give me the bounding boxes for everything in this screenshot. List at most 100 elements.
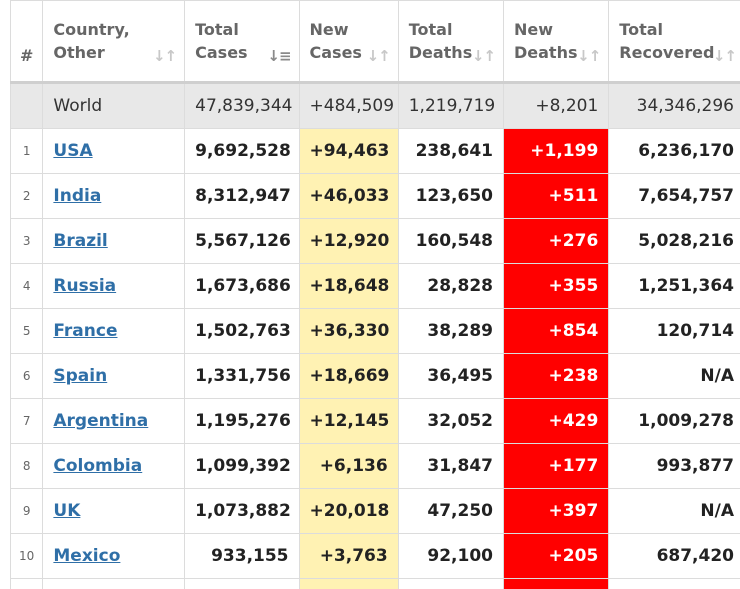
total-deaths-cell: 47,250 [398,489,503,534]
country-cell: Colombia [43,444,185,489]
table-row: 5 France 1,502,763 +36,330 38,289 +854 1… [11,309,740,354]
total-recovered-header-label-line1: Total [619,20,663,39]
country-cell: Russia [43,264,185,309]
column-header-new-cases[interactable]: New Cases ↓↑ [299,1,398,83]
country-link[interactable]: Colombia [53,456,142,476]
index-header-label: # [20,46,33,65]
partial-cell [43,579,185,589]
total-cases-cell: 1,073,882 [185,489,299,534]
new-deaths-cell: +511 [504,174,609,219]
country-cell: Mexico [43,534,185,579]
row-index-cell: 2 [11,174,43,219]
column-header-index: # [11,1,43,83]
country-link[interactable]: Spain [53,366,107,386]
column-header-total-cases[interactable]: Total Cases ↓≡ [185,1,299,83]
table-row: 8 Colombia 1,099,392 +6,136 31,847 +177 … [11,444,740,489]
table-row: 6 Spain 1,331,756 +18,669 36,495 +238 N/… [11,354,740,399]
country-link[interactable]: India [53,186,101,206]
row-index-cell: 10 [11,534,43,579]
country-link[interactable]: Mexico [53,546,120,566]
country-link[interactable]: Russia [53,276,116,296]
new-deaths-cell: +355 [504,264,609,309]
row-index-cell: 5 [11,309,43,354]
total-deaths-cell: 28,828 [398,264,503,309]
world-new-deaths-cell: +8,201 [504,83,609,129]
row-index-cell: 3 [11,219,43,264]
new-cases-cell: +18,648 [299,264,398,309]
new-cases-cell: +12,145 [299,399,398,444]
table-row: 10 Mexico 933,155 +3,763 92,100 +205 687… [11,534,740,579]
country-header-label-line1: Country, [53,20,129,39]
total-deaths-cell: 123,650 [398,174,503,219]
new-cases-header-label-line2: Cases [310,43,362,62]
new-deaths-cell: +429 [504,399,609,444]
sort-arrows-icon[interactable]: ↓↑ [367,45,390,68]
total-cases-header-label-line2: Cases [195,43,247,62]
country-cell: USA [43,129,185,174]
covid-stats-table: # Country, Other ↓↑ Total Cases ↓≡ New C… [10,0,740,589]
column-header-new-deaths[interactable]: New Deaths ↓↑ [504,1,609,83]
row-index-cell: 1 [11,129,43,174]
total-cases-cell: 5,567,126 [185,219,299,264]
new-cases-cell: +3,763 [299,534,398,579]
new-deaths-cell: +205 [504,534,609,579]
total-recovered-cell: 5,028,216 [609,219,740,264]
total-cases-cell: 8,312,947 [185,174,299,219]
world-total-deaths-cell: 1,219,719 [398,83,503,129]
total-recovered-cell: 1,251,364 [609,264,740,309]
total-cases-cell: 1,195,276 [185,399,299,444]
partial-cell [504,579,609,589]
total-deaths-cell: 32,052 [398,399,503,444]
total-deaths-cell: 31,847 [398,444,503,489]
country-cell: France [43,309,185,354]
total-recovered-cell: N/A [609,354,740,399]
world-index-cell [11,83,43,129]
column-header-country[interactable]: Country, Other ↓↑ [43,1,185,83]
table-row: 7 Argentina 1,195,276 +12,145 32,052 +42… [11,399,740,444]
sort-descending-icon[interactable]: ↓≡ [267,45,290,68]
sort-arrows-icon[interactable]: ↓↑ [472,45,495,68]
new-deaths-cell: +397 [504,489,609,534]
new-deaths-header-label-line1: New [514,20,553,39]
new-cases-cell: +18,669 [299,354,398,399]
total-recovered-cell: 993,877 [609,444,740,489]
total-deaths-cell: 160,548 [398,219,503,264]
world-total-recovered-cell: 34,346,296 [609,83,740,129]
row-index-cell: 4 [11,264,43,309]
total-cases-cell: 1,502,763 [185,309,299,354]
country-cell: India [43,174,185,219]
total-deaths-cell: 92,100 [398,534,503,579]
total-cases-cell: 1,673,686 [185,264,299,309]
header-row: # Country, Other ↓↑ Total Cases ↓≡ New C… [11,1,740,83]
total-cases-cell: 1,331,756 [185,354,299,399]
total-cases-cell: 9,692,528 [185,129,299,174]
total-cases-cell: 1,099,392 [185,444,299,489]
world-new-cases-cell: +484,509 [299,83,398,129]
column-header-total-recovered[interactable]: Total Recovered ↓↑ [609,1,740,83]
sort-arrows-icon[interactable]: ↓↑ [577,45,600,68]
total-deaths-header-label-line1: Total [409,20,453,39]
country-cell: UK [43,489,185,534]
country-link[interactable]: Argentina [53,411,148,431]
country-link[interactable]: France [53,321,117,341]
new-deaths-cell: +276 [504,219,609,264]
column-header-total-deaths[interactable]: Total Deaths ↓↑ [398,1,503,83]
partial-cell [609,579,740,589]
table-row: 1 USA 9,692,528 +94,463 238,641 +1,199 6… [11,129,740,174]
world-country-cell: World [43,83,185,129]
sort-arrows-icon[interactable]: ↓↑ [153,45,176,68]
total-recovered-cell: 6,236,170 [609,129,740,174]
sort-arrows-icon[interactable]: ↓↑ [713,45,736,68]
partial-cell [299,579,398,589]
country-cell: Argentina [43,399,185,444]
new-deaths-cell: +1,199 [504,129,609,174]
total-recovered-cell: 687,420 [609,534,740,579]
total-cases-header-label-line1: Total [195,20,239,39]
table-row: 4 Russia 1,673,686 +18,648 28,828 +355 1… [11,264,740,309]
new-deaths-cell: +177 [504,444,609,489]
country-link[interactable]: Brazil [53,231,107,251]
total-recovered-cell: 120,714 [609,309,740,354]
country-link[interactable]: UK [53,501,80,521]
country-cell: Spain [43,354,185,399]
country-link[interactable]: USA [53,141,92,161]
